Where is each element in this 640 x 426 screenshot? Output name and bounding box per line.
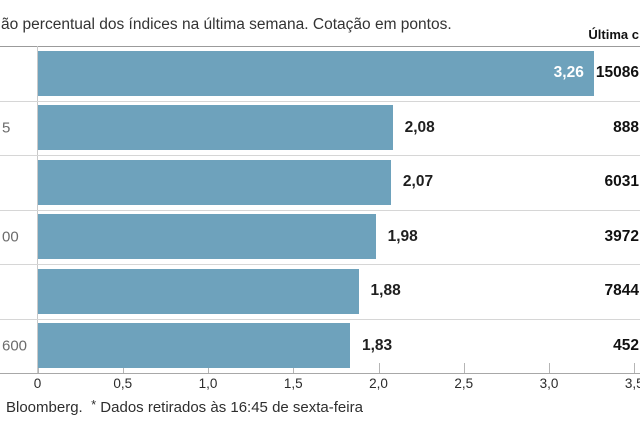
row-separator <box>0 155 640 156</box>
x-axis-tick <box>37 363 39 373</box>
x-axis-tick-label: 0,5 <box>113 376 133 391</box>
last-quote-value: 7844 <box>604 282 639 300</box>
footnote-asterisk: * <box>91 397 97 412</box>
last-quote-value: 3972 <box>604 227 639 245</box>
bar-value-label: 2,08 <box>404 118 435 136</box>
x-axis-tick-label: 2,0 <box>369 376 388 391</box>
last-quote-value: 6031 <box>604 173 639 191</box>
x-axis-tick <box>122 363 124 373</box>
row-label: 00 <box>2 228 19 246</box>
last-quote-column-header: Última c <box>588 27 639 42</box>
last-quote-value: 888 <box>613 118 639 136</box>
bar-value-label: 2,07 <box>402 173 434 191</box>
row-label: 5 <box>2 119 11 137</box>
row-separator <box>0 318 640 320</box>
x-axis-tick-label: 3,5 <box>624 376 640 391</box>
bar <box>38 268 359 314</box>
row-separator <box>0 100 640 102</box>
x-axis-tick <box>208 363 209 373</box>
bar <box>38 214 376 259</box>
x-axis-tick <box>634 363 636 373</box>
x-axis-baseline <box>0 373 640 374</box>
x-axis-tick-label: 1,0 <box>198 376 218 391</box>
x-axis-tick-label: 3,0 <box>539 376 559 391</box>
footer-source-note: Bloomberg. * Dados retirados às 16:45 de… <box>6 397 363 416</box>
row-label: 600 <box>2 337 28 355</box>
x-axis-tick <box>463 363 465 373</box>
bar-value-label: 1,88 <box>370 282 401 300</box>
x-axis-tick <box>549 363 550 373</box>
row-separator <box>0 264 640 265</box>
x-axis-tick <box>378 363 380 373</box>
bar <box>38 159 391 205</box>
row-separator <box>0 209 640 211</box>
x-axis-tick-label: 0 <box>33 376 42 391</box>
bar-value-label: 1,98 <box>387 227 418 245</box>
footnote-text: Dados retirados às 16:45 de sexta-feira <box>100 399 363 416</box>
bar <box>38 50 594 96</box>
source-label: Bloomberg. <box>6 399 83 416</box>
x-axis-tick-label: 1,5 <box>283 376 303 391</box>
bar-value-label: 3,26 <box>553 64 584 82</box>
last-quote-value: 452 <box>613 336 639 354</box>
last-quote-value: 15086 <box>595 64 639 82</box>
x-axis-tick-label: 2,5 <box>454 376 474 391</box>
x-axis-tick <box>293 363 295 373</box>
bar <box>38 105 393 150</box>
bar-value-label: 1,83 <box>362 336 393 354</box>
bar <box>38 323 350 368</box>
chart-subtitle: ão percentual dos índices na última sema… <box>1 16 452 33</box>
header-divider <box>0 46 640 47</box>
